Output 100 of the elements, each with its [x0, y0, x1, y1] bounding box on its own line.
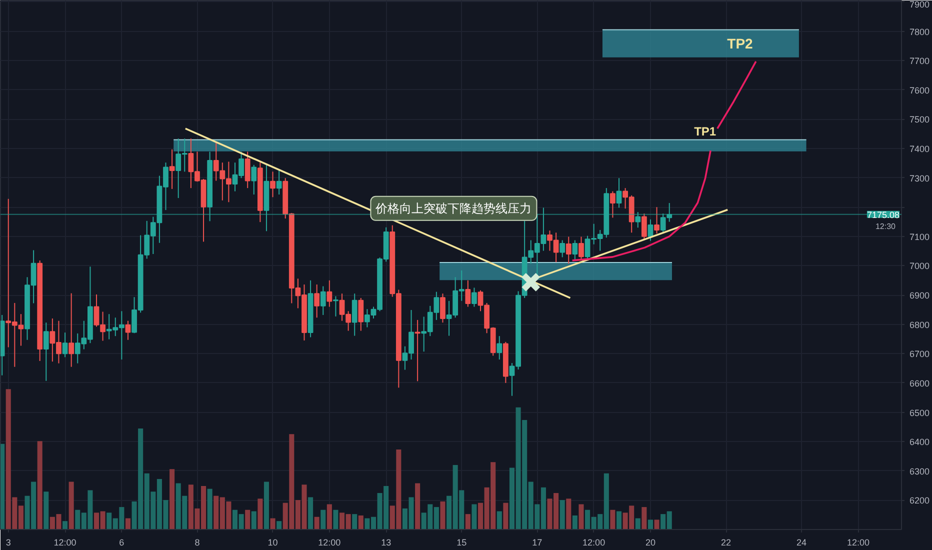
bar — [264, 482, 269, 530]
y-tick-label: 7700 — [910, 56, 930, 66]
series-label: TP2 — [727, 36, 754, 52]
candlestick — [465, 280, 471, 308]
bar — [245, 510, 250, 530]
y-tick-label: 6800 — [910, 320, 930, 330]
bar — [270, 518, 276, 530]
y-tick-label: 6400 — [910, 437, 930, 448]
x-tick-label: 8 — [194, 538, 200, 548]
y-tick-label: 6200 — [910, 496, 930, 506]
candlestick — [326, 280, 332, 308]
y-tick-label: 7400 — [910, 144, 930, 154]
x-tick-label: 15 — [456, 538, 467, 548]
candlestick — [616, 178, 622, 208]
candlestick — [125, 320, 131, 340]
bar — [320, 510, 326, 530]
bar — [308, 497, 314, 530]
ref-line-label: 7175.08 — [866, 210, 900, 220]
bar — [37, 441, 42, 530]
candlestick — [358, 297, 364, 332]
bar — [62, 521, 68, 530]
annotation: TP1 — [694, 124, 716, 139]
bar — [578, 504, 584, 530]
annotation: 价格向上突破下降趋势线压力 — [374, 201, 532, 216]
candlestick — [440, 293, 446, 324]
bar — [472, 504, 477, 530]
bar — [258, 498, 263, 530]
bar — [496, 511, 502, 530]
candlestick — [169, 148, 175, 190]
candlestick — [560, 240, 566, 258]
y-tick-label: 7300 — [910, 173, 930, 184]
bar — [358, 515, 364, 530]
x-tick-label: 3 — [6, 538, 11, 548]
candlestick — [333, 296, 338, 317]
candlestick — [270, 171, 276, 198]
candlestick — [566, 236, 572, 264]
bar — [465, 514, 470, 530]
bar — [415, 483, 420, 530]
bar — [251, 511, 256, 530]
candlestick — [251, 164, 257, 196]
bar — [566, 498, 572, 530]
annotation: 12:30 — [875, 222, 896, 231]
bar — [440, 501, 446, 530]
y-tick-label: 6500 — [910, 408, 930, 418]
candlestick — [62, 332, 68, 358]
candlestick — [276, 168, 282, 196]
candlestick — [244, 151, 250, 189]
candlestick — [572, 240, 578, 261]
bar — [326, 504, 332, 530]
x-tick-label: 12:00 — [318, 538, 341, 548]
candlestick — [610, 190, 616, 218]
x-tick-label: 22 — [721, 538, 732, 548]
bar — [352, 514, 358, 530]
y-tick-label: 7500 — [910, 114, 930, 125]
x-tick-label: 17 — [532, 538, 542, 548]
bar — [610, 510, 616, 530]
y-tick-label: 7800 — [910, 26, 930, 37]
bar — [207, 488, 212, 530]
y-tick-label: 7900 — [910, 0, 930, 10]
candlestick — [496, 336, 502, 360]
bar — [648, 520, 653, 530]
y-tick-label: 6300 — [910, 466, 930, 476]
x-tick-label: 12:00 — [582, 538, 606, 548]
bar — [170, 469, 175, 530]
bar — [560, 500, 565, 530]
x-tick-label: 24 — [796, 538, 807, 548]
candlestick — [352, 293, 358, 336]
candlestick — [578, 236, 584, 260]
x-tick-label: 13 — [381, 538, 392, 548]
candlestick — [472, 287, 477, 308]
bar — [44, 492, 49, 530]
y-tick-label: 7600 — [910, 85, 930, 96]
bar — [68, 482, 74, 530]
x-tick-label: 12:00 — [846, 538, 870, 548]
bar — [616, 511, 622, 530]
bar — [0, 444, 5, 530]
bar — [572, 515, 578, 530]
x-tick-label: 6 — [119, 538, 124, 548]
candlestick — [641, 213, 647, 240]
x-tick-label: 10 — [268, 538, 278, 548]
bar — [503, 502, 508, 530]
candlestick — [320, 286, 326, 316]
candlestick — [654, 206, 660, 234]
y-tick-label: 6900 — [910, 290, 930, 301]
x-tick-label: 20 — [645, 538, 656, 548]
bar — [654, 520, 660, 530]
candlestick — [43, 322, 49, 382]
candlestick — [635, 212, 641, 228]
y-tick-label: 7100 — [910, 232, 930, 242]
bar — [642, 507, 647, 530]
y-tick-label: 7000 — [910, 261, 930, 272]
y-tick-label: 6700 — [910, 349, 930, 360]
candlestick — [68, 292, 74, 368]
bar — [333, 510, 338, 530]
bar — [635, 518, 640, 530]
bar — [314, 516, 320, 530]
bar — [125, 518, 130, 530]
bar — [276, 521, 282, 530]
candlestick — [314, 284, 320, 318]
y-tick-label: 6600 — [910, 378, 930, 388]
